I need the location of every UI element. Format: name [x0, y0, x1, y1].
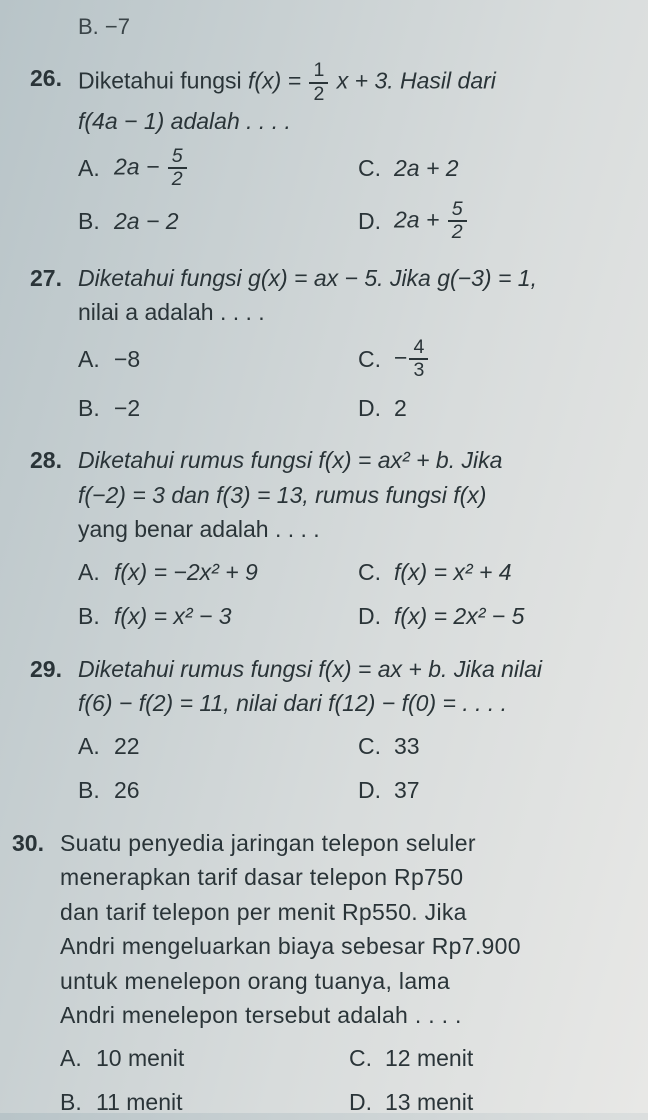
option-B[interactable]: B. 26	[78, 773, 348, 808]
option-value: 2	[394, 391, 407, 426]
option-value: −2	[114, 391, 140, 426]
option-value: 2a +	[394, 206, 446, 232]
text: f(−2) = 3 dan f(3) = 13, rumus fungsi f(…	[78, 478, 628, 513]
text: x + 3. Hasil dari	[337, 68, 496, 94]
option-label: B.	[60, 1085, 96, 1120]
text: untuk menelepon orang tuanya, lama	[60, 964, 628, 999]
formula: f(x) =	[248, 68, 307, 94]
option-label: A.	[78, 342, 114, 377]
option-D[interactable]: D. 2	[358, 391, 628, 426]
option-label: C.	[358, 342, 394, 377]
option-C[interactable]: C. −43	[358, 338, 628, 381]
option-A[interactable]: A. −8	[78, 338, 348, 381]
option-value: 13 menit	[385, 1085, 473, 1120]
option-label: C.	[358, 151, 394, 186]
option-value: f(x) = x² − 3	[114, 599, 232, 634]
option-value: 22	[114, 729, 140, 764]
option-C[interactable]: C. 12 menit	[349, 1041, 628, 1076]
fraction: 52	[168, 147, 187, 190]
option-C[interactable]: C. f(x) = x² + 4	[358, 555, 628, 590]
option-label: C.	[358, 555, 394, 590]
option-label: A.	[60, 1041, 96, 1076]
option-label: B.	[78, 599, 114, 634]
option-label: B.	[78, 773, 114, 808]
option-D[interactable]: D. f(x) = 2x² − 5	[358, 599, 628, 634]
option-label: D.	[358, 391, 394, 426]
option-value: 33	[394, 729, 420, 764]
option-label: C.	[349, 1041, 385, 1076]
question-number: 26.	[30, 61, 78, 96]
text: menerapkan tarif dasar telepon Rp750	[60, 860, 628, 895]
question-29: 29. Diketahui rumus fungsi f(x) = ax + b…	[30, 652, 628, 808]
option-value: 11 menit	[96, 1085, 183, 1120]
question-text: Suatu penyedia jaringan telepon seluler …	[60, 826, 628, 1033]
option-A[interactable]: A. 22	[78, 729, 348, 764]
previous-partial: B. −7	[78, 10, 628, 43]
text: Diketahui rumus fungsi f(x) = ax² + b. J…	[78, 443, 628, 478]
question-27: 27. Diketahui fungsi g(x) = ax − 5. Jika…	[30, 261, 628, 426]
option-value: 2a − 2	[114, 204, 179, 239]
option-value: 2a + 2	[394, 151, 459, 186]
option-label: D.	[358, 204, 394, 239]
question-text: Diketahui fungsi f(x) = 12 x + 3. Hasil …	[78, 61, 628, 139]
option-label: A.	[78, 555, 114, 590]
option-B[interactable]: B. 2a − 2	[78, 200, 348, 243]
question-30: 30. Suatu penyedia jaringan telepon selu…	[12, 826, 628, 1120]
option-value: −	[394, 344, 407, 370]
option-value: f(x) = x² + 4	[394, 555, 512, 590]
option-A[interactable]: A. 2a − 52	[78, 147, 348, 190]
option-label: A.	[78, 151, 114, 186]
option-label: A.	[78, 729, 114, 764]
fraction: 12	[309, 61, 328, 104]
option-B[interactable]: B. −2	[78, 391, 348, 426]
option-value: 26	[114, 773, 140, 808]
question-28: 28. Diketahui rumus fungsi f(x) = ax² + …	[30, 443, 628, 634]
fraction: 43	[409, 338, 428, 381]
option-A[interactable]: A. f(x) = −2x² + 9	[78, 555, 348, 590]
text: dan tarif telepon per menit Rp550. Jika	[60, 895, 628, 930]
option-value: 37	[394, 773, 420, 808]
question-text: Diketahui rumus fungsi f(x) = ax + b. Ji…	[78, 652, 628, 721]
option-C[interactable]: C. 2a + 2	[358, 147, 628, 190]
text: Andri menelepon tersebut adalah . . . .	[60, 998, 628, 1033]
text: Diketahui fungsi	[78, 68, 248, 94]
text: Andri mengeluarkan biaya sebesar Rp7.900	[60, 929, 628, 964]
question-text: Diketahui fungsi g(x) = ax − 5. Jika g(−…	[78, 261, 628, 330]
fraction: 52	[448, 200, 467, 243]
option-label: D.	[358, 599, 394, 634]
option-label: B.	[78, 391, 114, 426]
question-number: 28.	[30, 443, 78, 478]
text: Diketahui fungsi g(x) = ax − 5. Jika g(−…	[78, 261, 628, 296]
text: f(4a − 1) adalah . . . .	[78, 104, 628, 139]
option-value: f(x) = −2x² + 9	[114, 555, 258, 590]
option-D[interactable]: D. 37	[358, 773, 628, 808]
option-value: 2a −	[114, 153, 166, 179]
question-number: 27.	[30, 261, 78, 296]
option-label: D.	[358, 773, 394, 808]
option-value: 12 menit	[385, 1041, 473, 1076]
option-B[interactable]: B. f(x) = x² − 3	[78, 599, 348, 634]
option-value: f(x) = 2x² − 5	[394, 599, 524, 634]
option-A[interactable]: A. 10 menit	[60, 1041, 339, 1076]
text: Diketahui rumus fungsi f(x) = ax + b. Ji…	[78, 652, 628, 687]
option-D[interactable]: D. 2a + 52	[358, 200, 628, 243]
question-number: 29.	[30, 652, 78, 687]
question-text: Diketahui rumus fungsi f(x) = ax² + b. J…	[78, 443, 628, 547]
text: nilai a adalah . . . .	[78, 295, 628, 330]
option-label: C.	[358, 729, 394, 764]
question-number: 30.	[12, 826, 60, 861]
question-26: 26. Diketahui fungsi f(x) = 12 x + 3. Ha…	[30, 61, 628, 243]
option-C[interactable]: C. 33	[358, 729, 628, 764]
option-label: B.	[78, 204, 114, 239]
option-label: D.	[349, 1085, 385, 1120]
text: Suatu penyedia jaringan telepon seluler	[60, 826, 628, 861]
option-value: 10 menit	[96, 1041, 184, 1076]
option-D[interactable]: D. 13 menit	[349, 1085, 628, 1120]
text: f(6) − f(2) = 11, nilai dari f(12) − f(0…	[78, 686, 628, 721]
text: yang benar adalah . . . .	[78, 512, 628, 547]
option-B[interactable]: B. 11 menit	[60, 1085, 339, 1120]
option-value: −8	[114, 342, 140, 377]
